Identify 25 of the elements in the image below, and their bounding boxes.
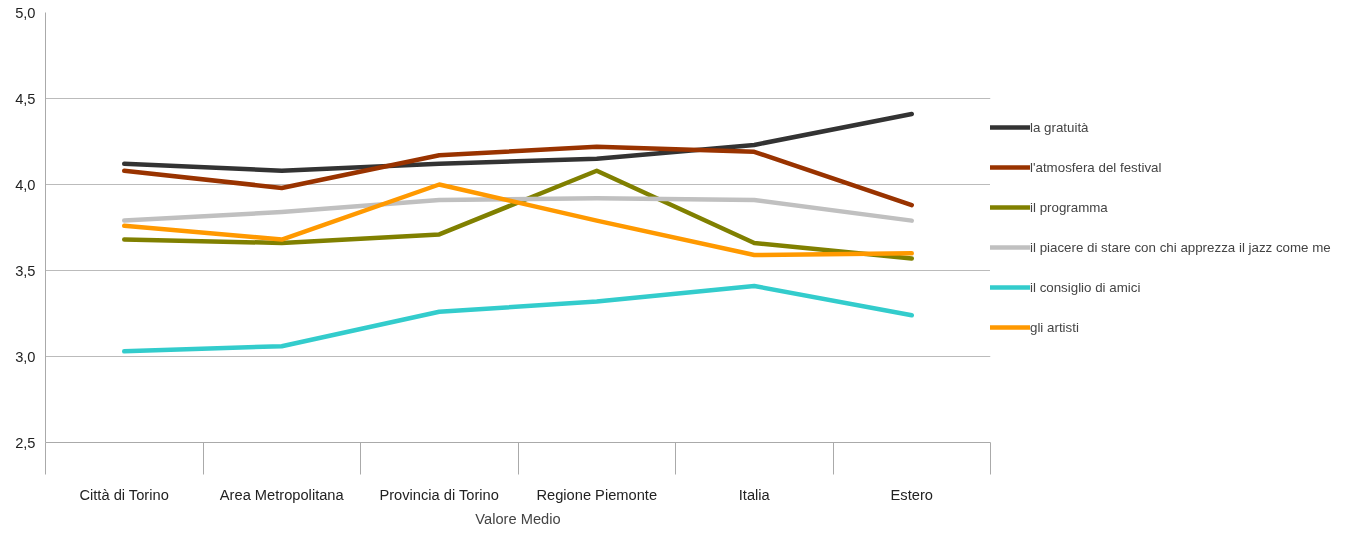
legend-label: il consiglio di amici [1030,279,1141,295]
line-series [122,196,914,223]
x-tick-label: Italia [738,486,771,503]
legend-label: il piacere di stare con chi apprezza il jazz come me [1030,239,1331,255]
legend-label: il programma [1030,199,1108,215]
y-tick-label: 3,0 [15,348,36,365]
y-tick-label: 2,5 [15,434,36,451]
x-axis-title: Valore Medio [475,510,561,527]
y-tick-label: 5,0 [15,4,36,21]
line-series [122,283,914,354]
legend-label: gli artisti [1030,319,1079,335]
x-tick-label: Provincia di Torino [379,486,499,503]
line-series [122,111,914,173]
legend-label: la gratuità [1030,119,1089,135]
x-tick-label: Città di Torino [79,486,169,503]
line-series [122,182,914,258]
x-tick-label: Estero [890,486,933,503]
line-series [122,168,914,261]
y-tick-label: 4,0 [15,176,36,193]
x-tick-label: Regione Piemonte [536,486,658,503]
y-tick-label: 3,5 [15,262,36,279]
x-tick-label: Area Metropolitana [219,486,345,503]
line-series [122,144,914,208]
y-tick-label: 4,5 [15,90,36,107]
legend-label: l'atmosfera del festival [1030,159,1162,175]
